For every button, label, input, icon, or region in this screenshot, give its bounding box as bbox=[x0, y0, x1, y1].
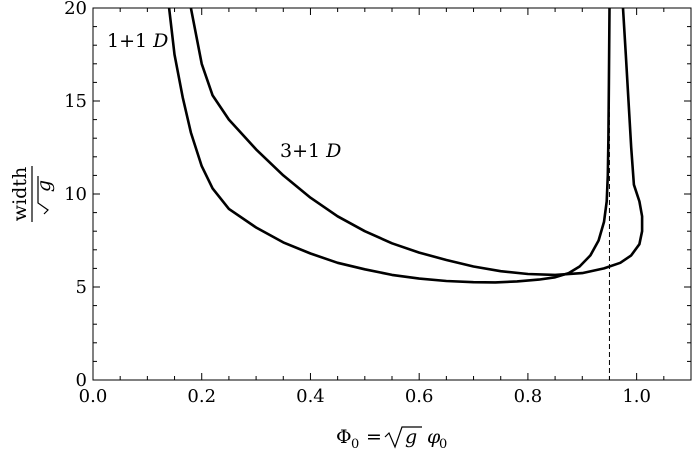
x-axis-label-eq: = bbox=[366, 426, 382, 448]
series-label-3d: 3+1 D bbox=[280, 140, 341, 162]
x-tick-label: 0.8 bbox=[514, 386, 543, 407]
plot-frame bbox=[92, 7, 692, 381]
y-tick-label: 10 bbox=[64, 184, 87, 205]
plot-area: 0.0 0.2 0.4 0.6 0.8 1.0 0 5 10 15 20 bbox=[64, 0, 692, 407]
series-label-3d-italic: D bbox=[325, 140, 341, 162]
x-tick-label: 0.6 bbox=[405, 386, 434, 407]
x-axis-label: Φ 0 = g φ 0 bbox=[336, 426, 447, 452]
x-axis-label-sqrt-sign bbox=[384, 426, 422, 449]
x-axis-label-lhs: Φ bbox=[336, 426, 352, 448]
x-tick-label: 1.0 bbox=[622, 386, 651, 407]
x-axis-label-g: g bbox=[405, 426, 417, 448]
y-axis-label-numerator: width bbox=[9, 167, 31, 221]
x-axis-label-lhs-sub: 0 bbox=[351, 437, 359, 452]
y-axis-label-sqrt-sign bbox=[37, 176, 49, 215]
series-label-1d-text: 1+1 bbox=[107, 30, 153, 52]
series-label-1d-italic: D bbox=[152, 30, 168, 52]
x-axis-label-phi-sub: 0 bbox=[439, 437, 447, 452]
x-axis-label-phi: φ bbox=[427, 426, 441, 448]
series-line-3d bbox=[189, 8, 644, 277]
x-tick-label: 0.4 bbox=[296, 386, 325, 407]
series-label-3d-text: 3+1 bbox=[280, 140, 326, 162]
y-tick-label: 15 bbox=[64, 91, 87, 112]
y-tick-label: 0 bbox=[76, 370, 87, 391]
series-label-1d: 1+1 D bbox=[107, 30, 168, 52]
series-line-1d bbox=[167, 8, 611, 284]
x-tick-label: 0.0 bbox=[79, 386, 108, 407]
x-tick-label: 0.2 bbox=[187, 386, 216, 407]
y-axis-label: width g bbox=[9, 166, 55, 222]
y-axis-label-denominator: g bbox=[33, 180, 55, 192]
y-tick-label: 20 bbox=[64, 0, 87, 19]
y-tick-label: 5 bbox=[76, 277, 87, 298]
